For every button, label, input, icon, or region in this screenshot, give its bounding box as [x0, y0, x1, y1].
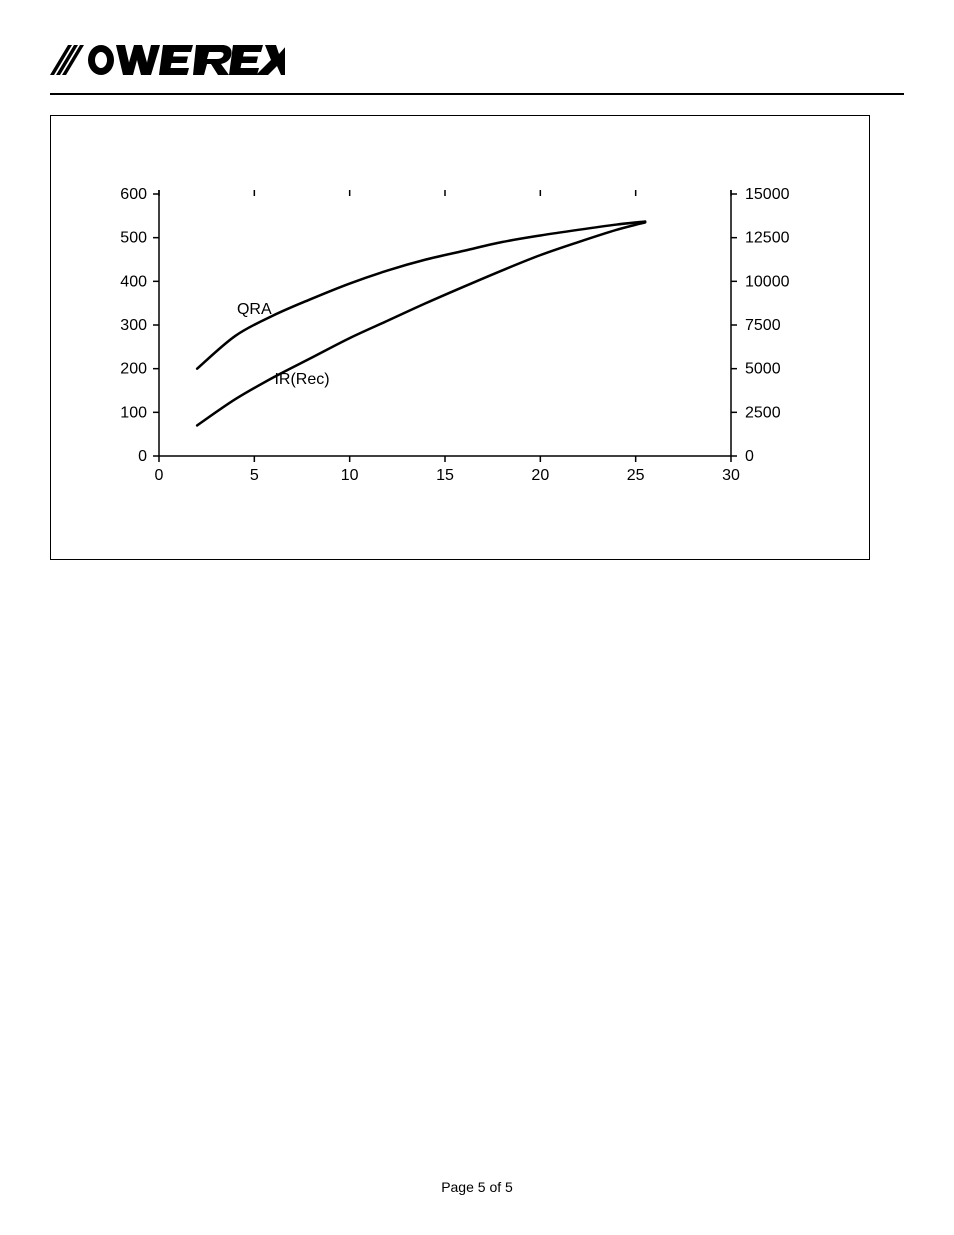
x-tick-label: 5 [250, 467, 259, 484]
y-right-tick-label: 5000 [745, 361, 781, 378]
y-right-tick-label: 15000 [745, 186, 790, 203]
page-number: Page 5 of 5 [441, 1179, 513, 1195]
series-qra [197, 222, 645, 369]
powerex-logo [50, 40, 285, 82]
y-right-tick-label: 10000 [745, 273, 790, 290]
page-footer: Page 5 of 5 [0, 1179, 954, 1195]
y-left-tick-label: 100 [120, 404, 147, 421]
x-tick-label: 20 [531, 467, 549, 484]
y-left-tick-label: 500 [120, 230, 147, 247]
series-ir-rec- [197, 222, 645, 425]
y-left-tick-label: 200 [120, 361, 147, 378]
x-tick-label: 0 [155, 467, 164, 484]
chart-container: 0100200300400500600025005000750010000125… [50, 115, 870, 560]
series-label: QRA [237, 301, 272, 318]
series-label: IR(Rec) [274, 371, 329, 388]
y-left-tick-label: 0 [138, 448, 147, 465]
y-left-tick-label: 300 [120, 317, 147, 334]
x-tick-label: 30 [722, 467, 740, 484]
y-left-tick-label: 400 [120, 273, 147, 290]
y-right-tick-label: 2500 [745, 404, 781, 421]
page-root: 0100200300400500600025005000750010000125… [0, 0, 954, 1235]
y-right-tick-label: 12500 [745, 230, 790, 247]
line-chart: 0100200300400500600025005000750010000125… [51, 116, 869, 559]
x-tick-label: 25 [627, 467, 645, 484]
x-tick-label: 10 [341, 467, 359, 484]
page-header [50, 40, 904, 95]
x-tick-label: 15 [436, 467, 454, 484]
y-right-tick-label: 0 [745, 448, 754, 465]
y-right-tick-label: 7500 [745, 317, 781, 334]
y-left-tick-label: 600 [120, 186, 147, 203]
